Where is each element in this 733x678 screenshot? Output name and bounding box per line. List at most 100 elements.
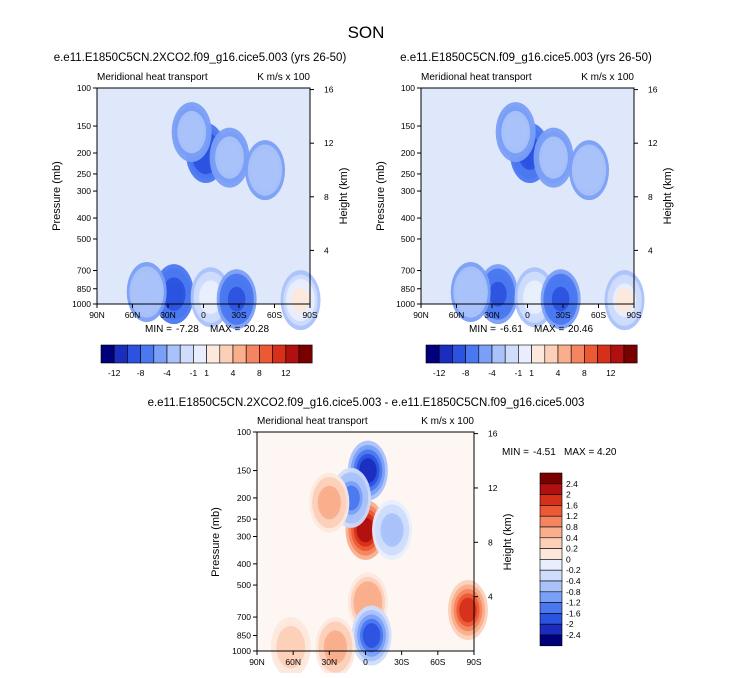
colorbar-swatch — [166, 344, 181, 364]
colorbar-diff-swatch — [539, 494, 563, 506]
y-tick-label: 300 — [401, 186, 415, 196]
x-tick-label: 60S — [430, 657, 445, 667]
panel-2-axes: 90N 60N 30N 0 30S 60S 90S 100 150 200 250 300 400 500… — [396, 83, 658, 320]
colorbar-diff-swatch — [539, 613, 563, 625]
colorbar-swatch — [193, 344, 207, 364]
panel-2-right-label: K m/s x 100 — [581, 72, 634, 83]
y-tick-label: 200 — [401, 148, 415, 158]
y-tick-label: 400 — [401, 213, 415, 223]
colorbar-label: 1 — [204, 368, 209, 378]
y-tick-label: 850 — [401, 284, 415, 294]
panel-1-contour-3-4 — [256, 157, 274, 183]
colorbar-swatch — [610, 344, 625, 364]
colorbar-swatch — [518, 344, 532, 364]
x-tick-label: 90S — [626, 310, 641, 320]
colorbar-label: 8 — [257, 368, 262, 378]
colorbar-diff-swatch — [539, 526, 563, 539]
colorbar-swatch — [557, 344, 572, 364]
panel-1-contour-7-4 — [137, 279, 156, 305]
x-tick-label: 60S — [591, 310, 606, 320]
panel-2: e.e11.E1850C5CN.f09_g16.cice5.003 (yrs 2… — [375, 52, 674, 335]
panel-3-contours — [270, 440, 488, 678]
panel-1-min-value: -7.28 — [176, 324, 199, 335]
colorbar-swatch — [438, 344, 453, 364]
colorbar-swatch — [452, 344, 466, 364]
colorbar-diff-swatch — [539, 548, 563, 560]
colorbar-label: -4 — [488, 368, 496, 378]
colorbar-diff-swatch — [539, 515, 563, 528]
colorbar-diff-swatch — [539, 559, 563, 571]
colorbar-diff-swatch — [539, 602, 563, 614]
colorbar-swatch — [478, 344, 493, 364]
panel-1-max-value: 20.28 — [244, 324, 269, 335]
colorbar-label: 12 — [606, 368, 616, 378]
panel-2-contour-1-4 — [506, 119, 525, 145]
colorbar-swatch — [113, 344, 128, 364]
y-tick-label: 1000 — [396, 299, 415, 309]
colorbar-diff-label: -0.2 — [566, 565, 581, 575]
x-tick-label: 30N — [484, 310, 500, 320]
x-tick-label: 30S — [231, 310, 246, 320]
panel-1-contour-1-4 — [182, 119, 201, 145]
y2-tick-label: 4 — [324, 245, 329, 255]
panel-3-contour-9-4 — [459, 597, 477, 623]
y2-tick-label: 16 — [648, 85, 658, 95]
panel-3-min-value: -4.51 — [533, 447, 556, 458]
panel-2-left-label: Meridional heat transport — [421, 72, 532, 83]
x-tick-label: 0 — [363, 657, 368, 667]
colorbar-label: -12 — [433, 368, 446, 378]
panel-1-contour-6-4 — [227, 286, 246, 312]
y-tick-label: 400 — [237, 559, 251, 569]
y-tick-label: 300 — [237, 531, 251, 541]
colorbar-diff-swatch — [539, 505, 563, 517]
colorbar-diff-label: -0.4 — [566, 576, 581, 586]
colorbar-swatch — [531, 344, 546, 364]
panel-2-case-title: e.e11.E1850C5CN.f09_g16.cice5.003 (yrs 2… — [400, 52, 652, 64]
y2-tick-label: 16 — [324, 85, 334, 95]
panel-3-max-label: MAX = — [564, 447, 594, 458]
colorbar-diff-swatch — [539, 483, 563, 495]
panel-1-contours — [126, 102, 321, 331]
colorbar-swatch — [232, 344, 247, 364]
colorbar-diff-label: -1.6 — [566, 608, 581, 618]
colorbar-swatch — [140, 344, 155, 364]
panel-3-contour-4-4 — [320, 490, 339, 515]
y2-tick-label: 4 — [488, 592, 493, 602]
colorbar-diff-swatch — [539, 634, 563, 647]
panel-3-case-title: e.e11.E1850C5CN.2XCO2.f09_g16.cice5.003 … — [148, 397, 585, 409]
colorbar-swatch — [179, 344, 194, 364]
panel-1-contour-2-4 — [220, 145, 239, 170]
y-tick-label: 250 — [401, 169, 415, 179]
x-tick-label: 30N — [322, 657, 338, 667]
panel-2-contour-6-4 — [551, 286, 570, 312]
y-tick-label: 200 — [237, 493, 251, 503]
colorbar-difference: 2.421.61.20.80.40.20-0.2-0.4-0.8-1.2-1.6… — [539, 472, 581, 647]
panel-2-contour-4-4 — [489, 281, 507, 307]
colorbar-label: -12 — [108, 368, 121, 378]
colorbar-swatch — [127, 344, 141, 364]
y-tick-label: 250 — [237, 514, 251, 524]
colorbar-label: -1 — [515, 368, 523, 378]
y2-tick-label: 8 — [488, 537, 493, 547]
panel-2-min-value: -6.61 — [500, 324, 523, 335]
colorbar-diff-label: 0.8 — [566, 522, 578, 532]
x-tick-label: 30N — [160, 310, 176, 320]
colorbar-diff-label: -0.8 — [566, 587, 581, 597]
panel-2-contour-7-4 — [461, 279, 480, 305]
y-tick-label: 1000 — [72, 299, 91, 309]
x-tick-label: 90S — [466, 657, 481, 667]
y-tick-label: 150 — [237, 466, 251, 476]
panel-1-contour-5-4 — [201, 284, 220, 310]
panel-1: e.e11.E1850C5CN.2XCO2.f09_g16.cice5.003 … — [51, 52, 350, 335]
colorbar-swatch — [544, 344, 559, 364]
panel-2-contour-8-4 — [615, 287, 634, 313]
x-tick-label: 90N — [413, 310, 429, 320]
figure-title: SON — [348, 23, 385, 42]
colorbar-left: -12 -8 -4 -1 1 4 8 12 — [100, 344, 313, 378]
panel-3-axes: 90N 60N 30N 0 30S 60S 90S 100 150 200 250 300 400 500… — [232, 427, 498, 667]
y-tick-label: 200 — [77, 148, 91, 158]
panel-1-min-label: MIN = — [145, 324, 172, 335]
colorbar-diff-label: 2 — [566, 490, 571, 500]
colorbar-diff-label: 0 — [566, 554, 571, 564]
colorbar-diff-swatch — [539, 569, 563, 582]
